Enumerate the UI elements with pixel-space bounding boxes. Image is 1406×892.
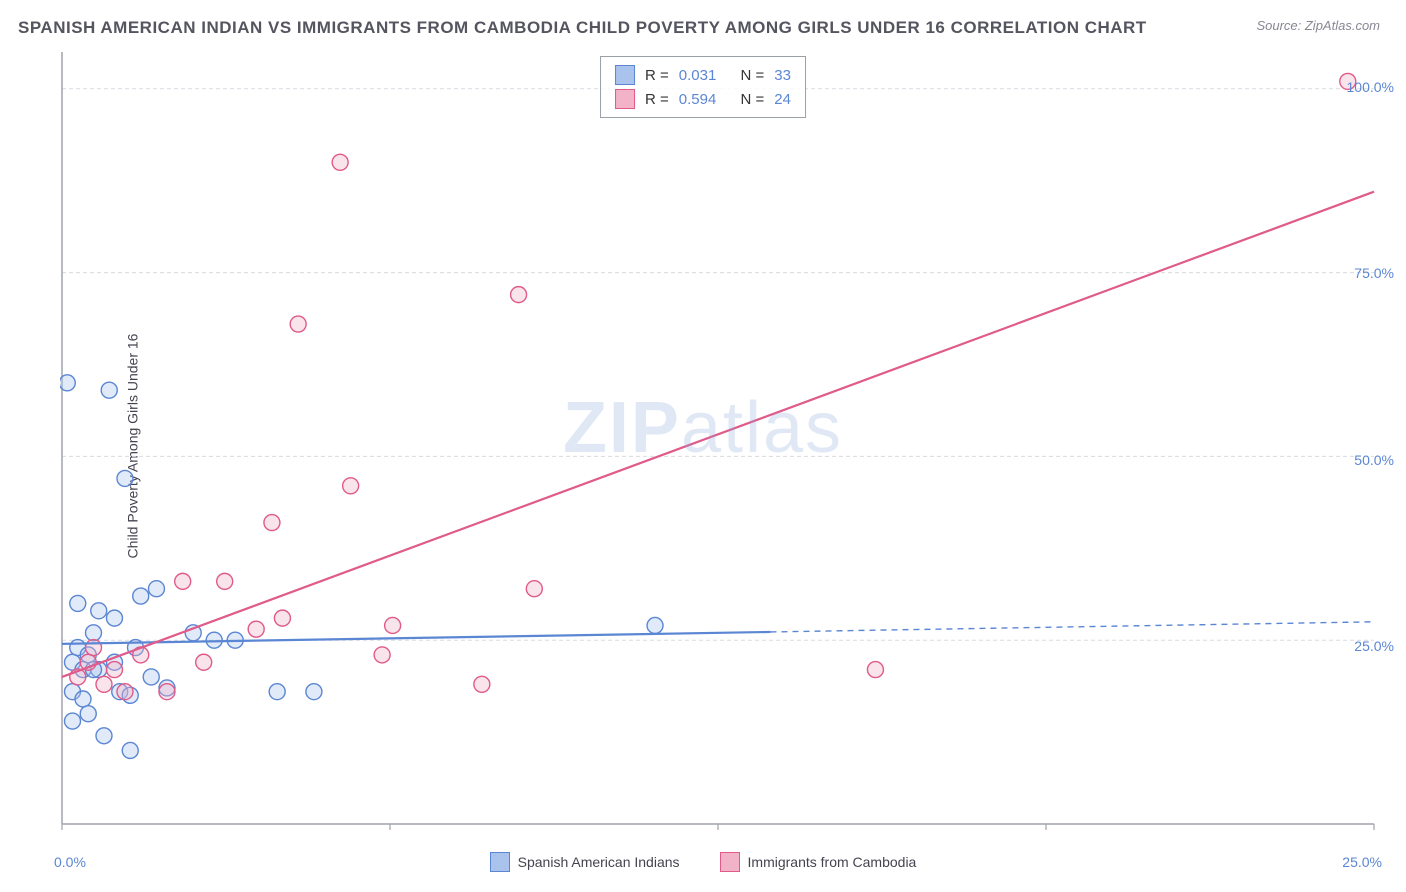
chart-title: SPANISH AMERICAN INDIAN VS IMMIGRANTS FR… [18,18,1147,38]
legend-label-series2: Immigrants from Cambodia [748,854,917,870]
r-value-series1: 0.031 [679,67,717,84]
r-label: R = [645,91,669,108]
n-value-series1: 33 [774,67,791,84]
legend-swatch-series2 [720,852,740,872]
chart-plot-area [60,50,1376,832]
scatter-chart-svg [60,50,1376,832]
series-legend: Spanish American Indians Immigrants from… [0,852,1406,872]
n-label: N = [741,67,765,84]
n-label: N = [741,91,765,108]
stat-swatch-series1 [615,65,635,85]
correlation-stats-box: R = 0.031 N = 33 R = 0.594 N = 24 [600,56,806,118]
legend-item-series2: Immigrants from Cambodia [720,852,917,872]
legend-label-series1: Spanish American Indians [518,854,680,870]
legend-item-series1: Spanish American Indians [490,852,680,872]
r-label: R = [645,67,669,84]
r-value-series2: 0.594 [679,91,717,108]
stat-swatch-series2 [615,89,635,109]
legend-swatch-series1 [490,852,510,872]
n-value-series2: 24 [774,91,791,108]
stat-row: R = 0.031 N = 33 [615,63,791,87]
chart-header: SPANISH AMERICAN INDIAN VS IMMIGRANTS FR… [18,18,1388,38]
chart-source: Source: ZipAtlas.com [1256,18,1380,33]
stat-row: R = 0.594 N = 24 [615,87,791,111]
